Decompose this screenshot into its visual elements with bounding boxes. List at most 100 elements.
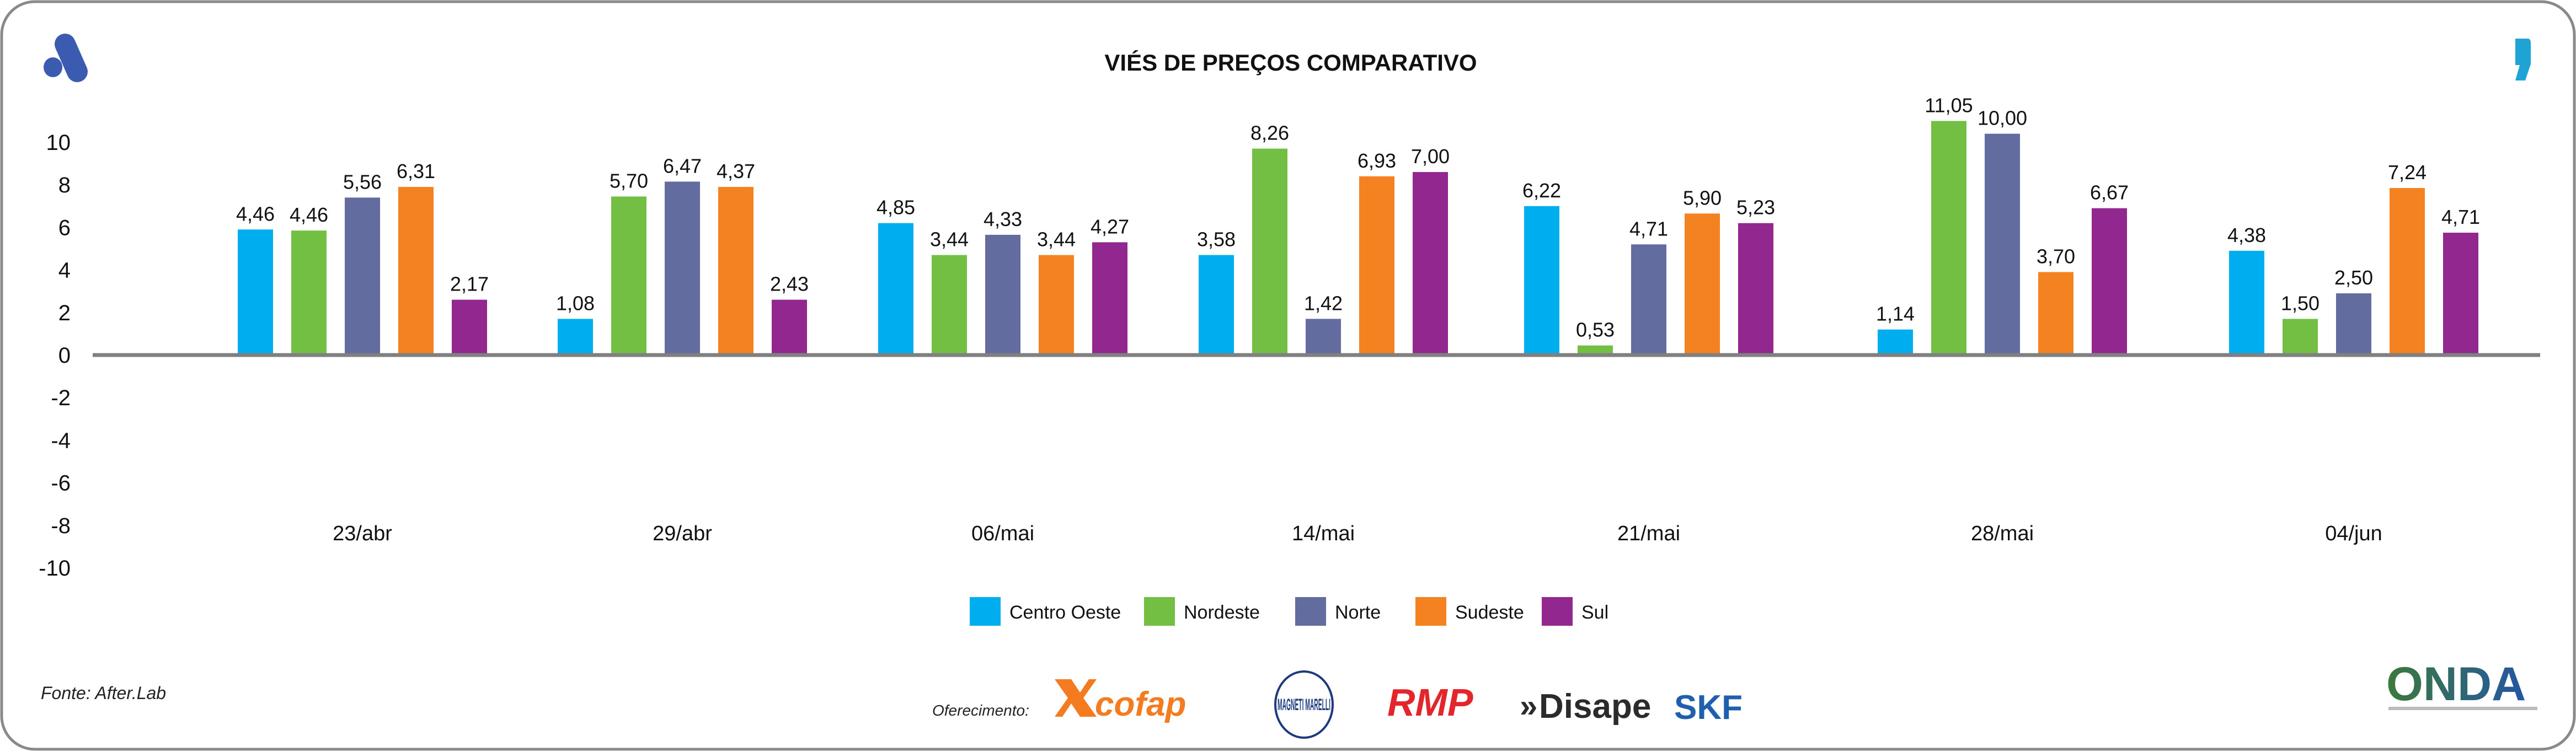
svg-text:Disape: Disape (1539, 687, 1651, 726)
x-axis-ticks: 23/abr 29/abr 06/mai 14/mai 21/mai 28/mai 04/j… (333, 522, 2382, 545)
legend-label: Norte (1335, 602, 1381, 623)
svg-text:SKF: SKF (1674, 689, 1743, 727)
bar-sul (1092, 242, 1127, 355)
sponsor-label: Oferecimento: (932, 702, 1029, 719)
bar-sul (452, 299, 487, 355)
bar-norte (345, 197, 380, 355)
svg-text:cofap: cofap (1095, 685, 1186, 723)
y-tick-label: -2 (51, 386, 71, 410)
bar-norte (985, 234, 1020, 355)
bar-sudeste (1039, 255, 1074, 355)
y-tick-label: 4 (58, 259, 71, 283)
data-label: 5,56 (343, 170, 382, 193)
data-label: 6,47 (663, 154, 702, 177)
data-label: 6,67 (2090, 181, 2129, 204)
bar-sudeste (2390, 187, 2425, 355)
data-label: 4,71 (1629, 217, 1668, 240)
bar-norte (1306, 319, 1341, 355)
bar-norte (665, 181, 700, 355)
data-label: 5,23 (1736, 196, 1775, 219)
data-label: 3,44 (930, 228, 969, 251)
data-label: 4,71 (2441, 206, 2480, 228)
y-tick-label: 0 (58, 343, 71, 368)
rmp-logo: RMP (1387, 681, 1473, 724)
legend-swatch (1542, 597, 1573, 626)
bar-nordeste (2283, 319, 2318, 355)
data-label: 11,05 (1925, 94, 1973, 116)
data-label: 2,50 (2334, 266, 2373, 289)
bar-sul (2443, 233, 2478, 355)
disape-logo: » Disape (1520, 687, 1651, 726)
data-label: 4,27 (1091, 215, 1129, 238)
data-label: 4,38 (2227, 224, 2266, 246)
x-tick-label: 04/jun (2325, 522, 2382, 545)
data-label: 1,14 (1876, 303, 1915, 325)
data-label: 4,46 (290, 203, 328, 226)
data-label: 5,70 (610, 169, 648, 192)
x-tick-label: 29/abr (653, 522, 712, 545)
data-label: 10,00 (1978, 107, 2027, 130)
svg-text:RMP: RMP (1387, 681, 1473, 724)
bar-centro-oeste (238, 229, 273, 355)
bar-nordeste (291, 230, 327, 355)
bar-sudeste (718, 187, 753, 355)
bar-nordeste (1252, 148, 1287, 355)
data-label: 3,58 (1197, 228, 1236, 251)
bar-norte (1985, 133, 2020, 355)
data-label: 4,37 (717, 160, 755, 182)
bars (238, 121, 2478, 355)
source-note: Fonte: After.Lab (41, 683, 166, 703)
x-tick-label: 14/mai (1292, 522, 1355, 545)
bar-nordeste (932, 255, 967, 355)
after-lab-logo-icon (44, 34, 88, 82)
cofap-logo: cofap (1055, 679, 1186, 723)
magneti-marelli-logo: MAGNETI MARELLI (1274, 670, 1334, 739)
y-tick-label: 8 (58, 173, 71, 197)
legend-label: Sul (1581, 602, 1608, 623)
data-label: 6,31 (397, 160, 435, 182)
y-tick-label: -6 (51, 471, 71, 496)
data-label: 4,85 (877, 196, 915, 219)
bar-centro-oeste (1524, 206, 1559, 355)
svg-text:»: » (1520, 688, 1537, 724)
svg-text:ONDA: ONDA (2386, 658, 2526, 711)
data-label: 2,17 (450, 273, 489, 296)
data-label: 1,42 (1304, 292, 1343, 314)
x-tick-label: 23/abr (333, 522, 392, 545)
legend-swatch (1144, 597, 1175, 626)
bar-centro-oeste (1878, 329, 1913, 355)
data-label: 0,53 (1576, 319, 1615, 341)
data-label: 6,22 (1522, 179, 1561, 202)
data-label: 3,44 (1037, 228, 1076, 251)
bar-sudeste (1359, 176, 1394, 355)
legend-swatch (970, 597, 1001, 626)
bar-sul (2092, 208, 2127, 355)
legend-swatch (1295, 597, 1326, 626)
bar-centro-oeste (878, 223, 913, 355)
bar-nordeste (611, 196, 646, 355)
x-tick-label: 06/mai (971, 522, 1034, 545)
bar-sudeste (2038, 272, 2073, 355)
data-label: 5,90 (1683, 186, 1722, 209)
bar-sudeste (1685, 213, 1720, 355)
bar-centro-oeste (558, 319, 593, 355)
x-tick-label: 21/mai (1617, 522, 1680, 545)
legend-swatch (1415, 597, 1446, 626)
data-label: 6,93 (1358, 149, 1396, 172)
legend-label: Nordeste (1184, 602, 1260, 623)
data-label: 4,33 (984, 208, 1022, 230)
data-labels: 4,46 4,46 5,56 6,31 2,17 1,08 5,70 6,47 4,37 2,43… (236, 94, 2480, 341)
data-label: 1,50 (2281, 292, 2320, 314)
data-label: 7,00 (1411, 145, 1450, 168)
comma-logo-icon (2515, 39, 2531, 80)
y-tick-label: 10 (46, 131, 71, 155)
bar-sul (772, 299, 807, 355)
data-label: 8,26 (1250, 122, 1289, 144)
bar-norte (2336, 293, 2371, 355)
chart-title: VIÉS DE PREÇOS COMPARATIVO (1104, 50, 1477, 76)
y-tick-label: 2 (58, 301, 71, 325)
data-label: 1,08 (556, 292, 595, 314)
bar-centro-oeste (2229, 250, 2264, 355)
